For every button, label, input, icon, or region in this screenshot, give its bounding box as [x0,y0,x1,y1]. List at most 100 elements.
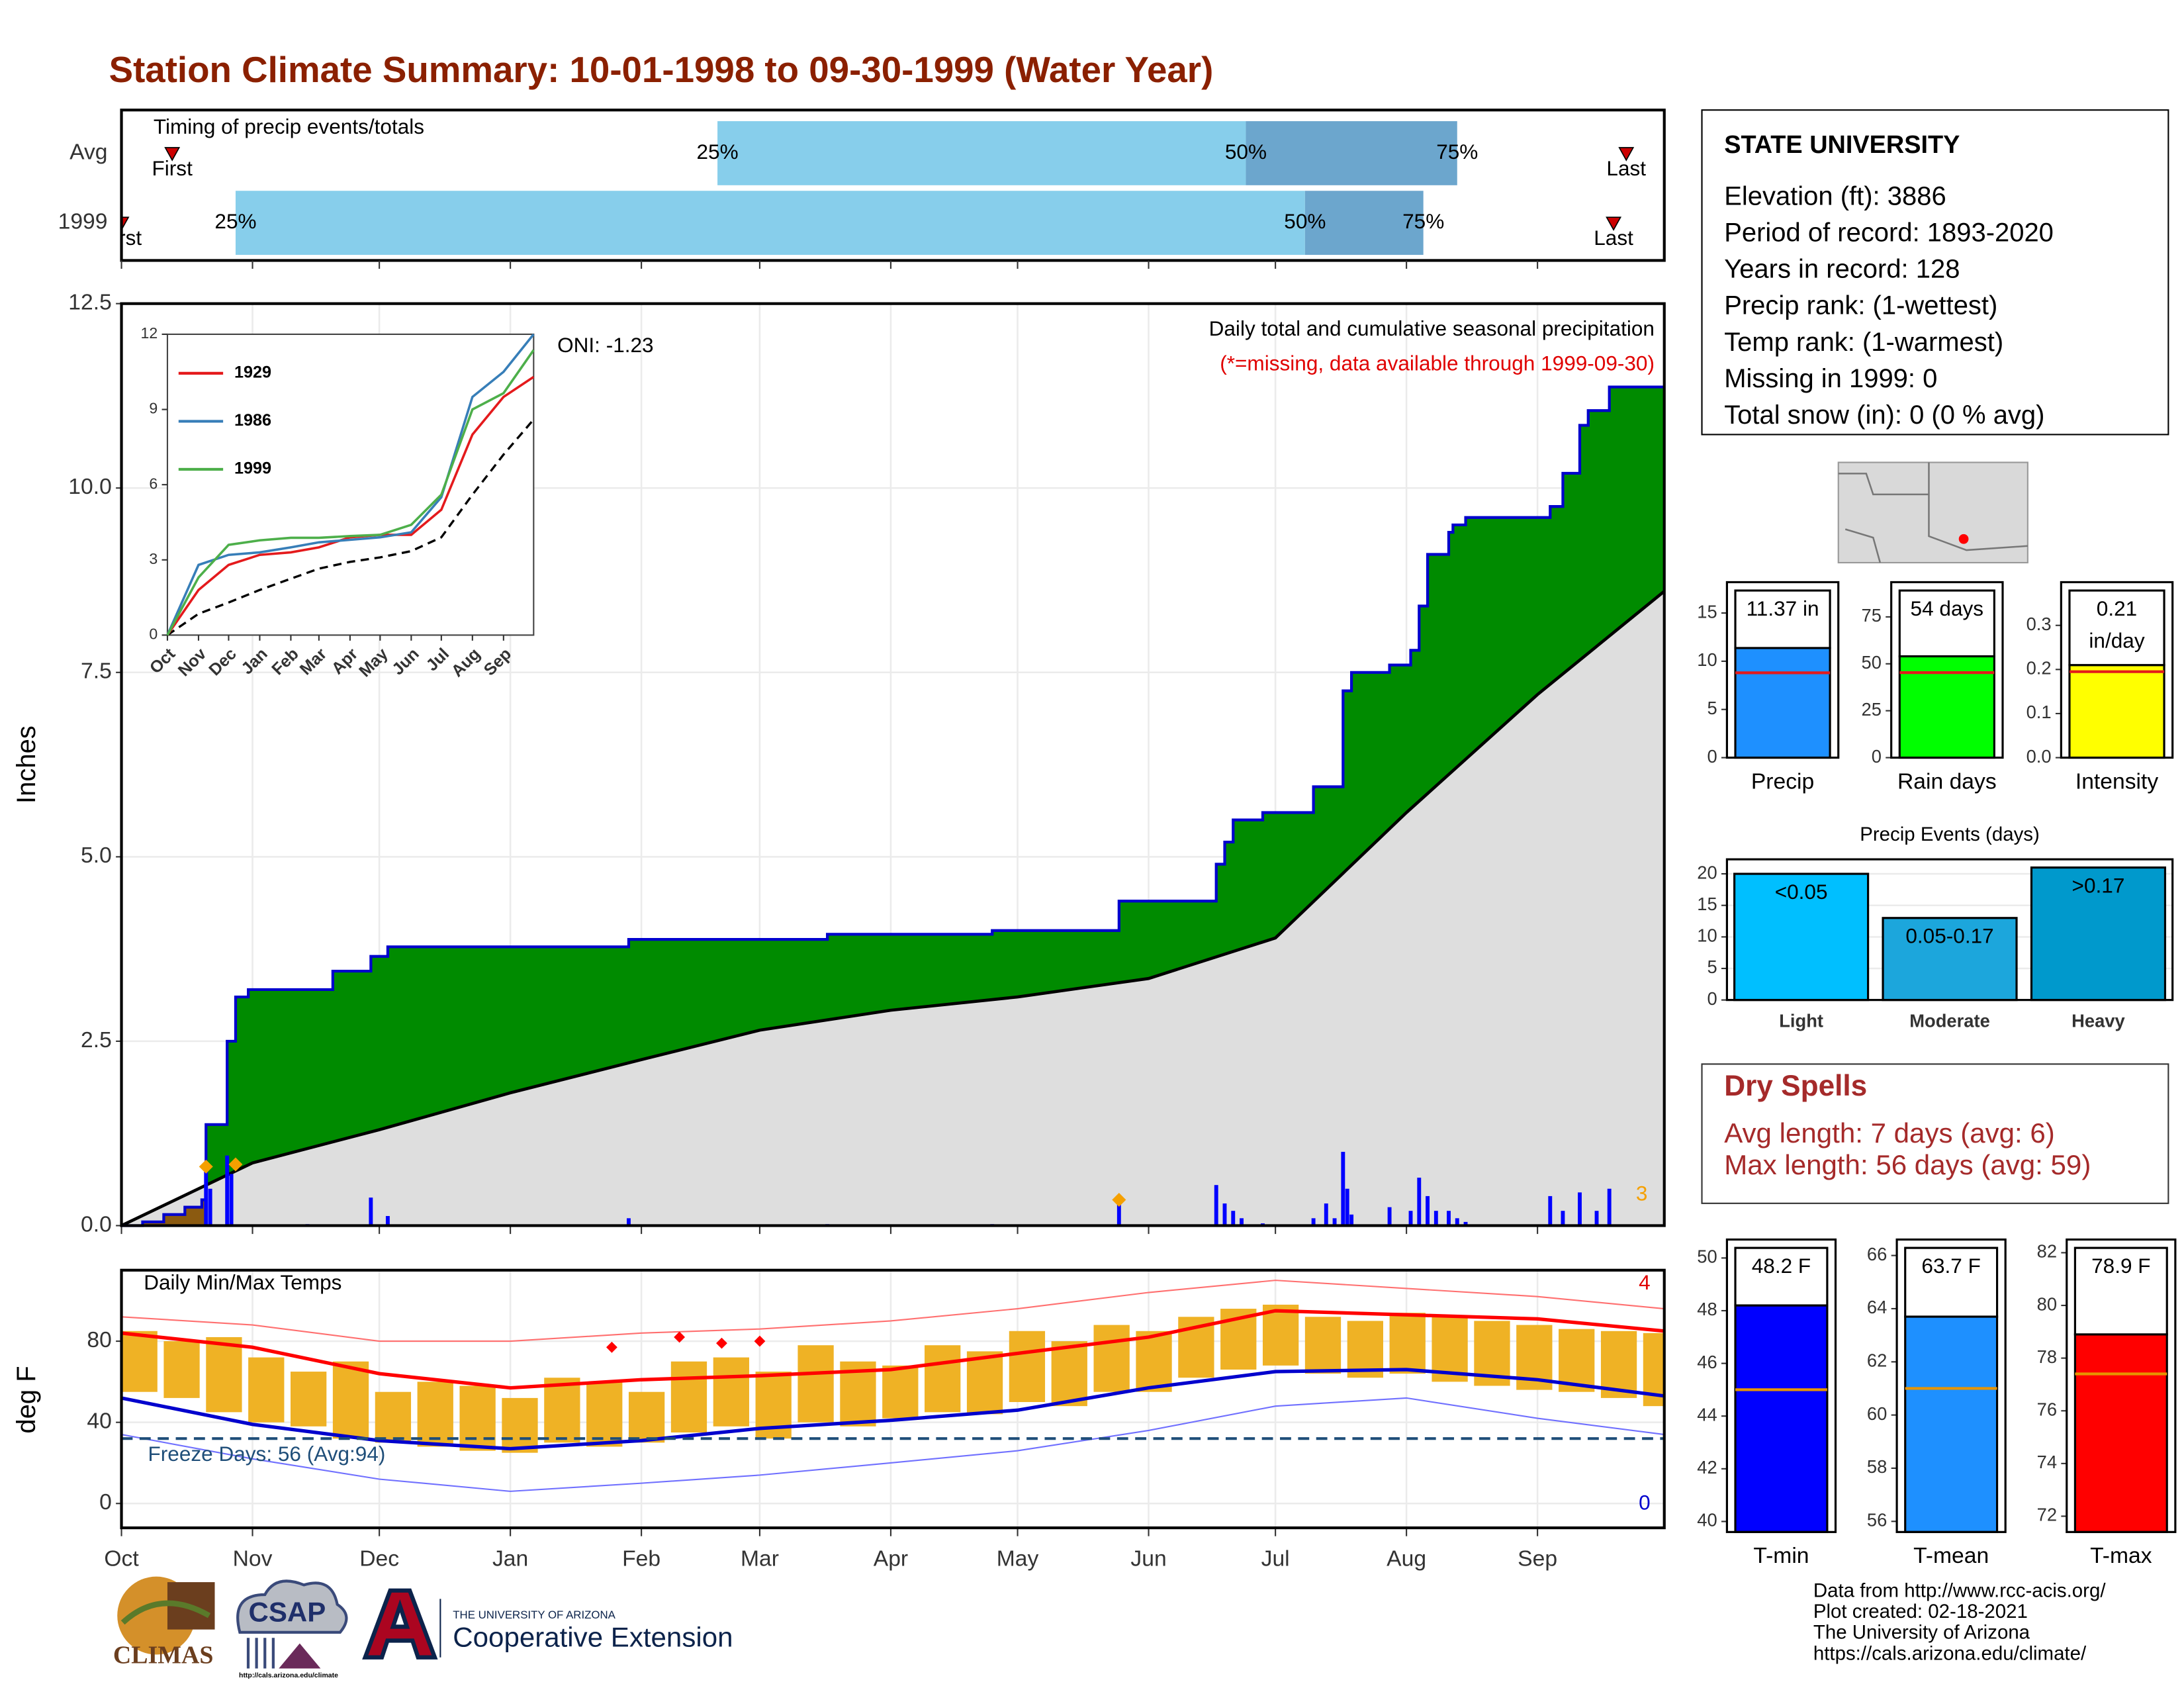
temp-bar [206,1336,242,1413]
record-low-line [121,1397,1664,1492]
extreme-marker [228,1157,243,1172]
y-tick-label: 50 [1862,652,1882,673]
daily-bar [1116,1203,1121,1226]
temp-bar [163,1341,200,1398]
quantile-label: 25% [214,209,256,233]
y-tick-label: 64 [1867,1297,1887,1317]
x-tick-label: Sep [1518,1546,1557,1571]
bar [1882,917,2018,1002]
daily-bar [1311,1218,1316,1226]
station-line: Elevation (ft): 3886 [1724,181,1946,211]
daily-bar [1214,1185,1218,1226]
category-label: T-mean [1913,1544,1989,1568]
temp-bar [544,1378,580,1443]
map-frame [1837,461,2028,564]
temp-bar [1051,1341,1087,1407]
x-tick-label: Aug [1387,1546,1426,1571]
daily-bar [627,1218,631,1226]
temp-bar [502,1397,538,1453]
y-tick-label: 0 [1707,746,1717,767]
category-label: T-min [1753,1544,1809,1568]
daily-bar [1240,1218,1244,1226]
category-label: Rain days [1897,769,1997,794]
y-tick-label: 62 [1867,1350,1887,1371]
temp-bar [1136,1331,1172,1392]
series-line [166,375,535,636]
temp-bar [925,1345,961,1413]
x-tick-label: Oct [104,1546,139,1571]
normal-area [121,591,1664,1226]
value-label: 48.2 F [1751,1254,1811,1279]
temp-bar [966,1351,1003,1415]
quantile-label: 75% [1436,140,1478,164]
y-tick-label: 40 [1697,1510,1717,1530]
temp-bar [713,1357,749,1427]
temp-bar [586,1382,623,1447]
summary-bar [2068,664,2165,759]
quartile-bar [1246,121,1457,185]
value-label: 63.7 F [1921,1254,1981,1279]
event-marker [164,147,181,162]
value-label: 11.37 in [1746,597,1819,622]
panel-border [1725,1238,1837,1533]
event-marker [1606,216,1622,231]
temp-bar [459,1385,496,1451]
y-tick-label: 66 [1867,1244,1887,1264]
panel-border [1725,581,1840,759]
y-tick-label: 60 [1867,1403,1887,1424]
y-axis-label: deg F [12,1366,41,1433]
below-normal-area [122,1124,206,1226]
summary-bar [1734,647,1831,759]
y-tick-label: 0 [1707,988,1717,1009]
temp-bar [1093,1325,1130,1392]
temp-bar [332,1361,369,1439]
annotation: ONI: -1.23 [557,333,654,357]
value-label: 0.21 in/day [2089,597,2145,653]
panel-border [1890,581,2004,759]
category-label: T-max [2090,1544,2152,1568]
y-tick-label: 15 [1697,601,1717,622]
timing-rows: Timing of precip events/totals 25% 50% 75% F… [121,115,1646,256]
daily-bar [1417,1178,1422,1226]
temp-bar [628,1391,665,1443]
y-tick-label: 82 [2037,1241,2057,1262]
y-tick-label: 5 [1707,698,1717,718]
y-tick-label: 0.2 [2026,658,2052,679]
station-lines: Elevation (ft): 3886 Period of record: 18… [1724,181,2054,430]
legend-label: 1999 [234,459,271,478]
normal-line [120,590,1666,1227]
temp-bar [1009,1331,1046,1403]
y-tick-label: 10.0 [68,475,112,499]
extreme-marker [1112,1192,1126,1207]
event-label: Last [1606,156,1646,180]
value-box [2068,589,2165,667]
y-tick-label: 72 [2037,1505,2057,1525]
y-tick-label: 50 [1697,1246,1717,1267]
x-tick-label: Nov [233,1546,273,1571]
x-tick-label: Apr [874,1546,908,1571]
extreme-count: 3 [1636,1182,1648,1205]
logos: CLIMAS CSAP http://cals.arizona.edu/clim… [113,1576,733,1679]
station-line: Years in record: 128 [1724,255,1960,284]
station-name: STATE UNIVERSITY [1724,131,1960,159]
value-box [1898,589,1995,658]
climas-swoosh [120,1600,211,1625]
station-location [1958,534,1969,544]
quantile-label: 50% [1284,209,1326,233]
temp-bar [248,1357,285,1423]
legend-label: 1929 [234,363,271,382]
timing-title: Timing of precip events/totals [154,115,424,138]
y-tick-label: 75 [1862,605,1882,626]
daily-bar [1548,1196,1553,1226]
series-line [166,349,535,636]
map-borders [1838,462,2028,563]
value-box [1904,1246,1999,1318]
daily-bar [1455,1218,1459,1226]
daily-bar [1561,1211,1565,1226]
y-tick-label: 25 [1862,699,1882,720]
temp-bar [1304,1317,1342,1374]
credit-line: Plot created: 02-18-2021 [1813,1601,2028,1622]
daily-bar [1345,1188,1349,1226]
panel-border [1725,858,2174,1002]
climas-text: CLIMAS [113,1641,213,1669]
